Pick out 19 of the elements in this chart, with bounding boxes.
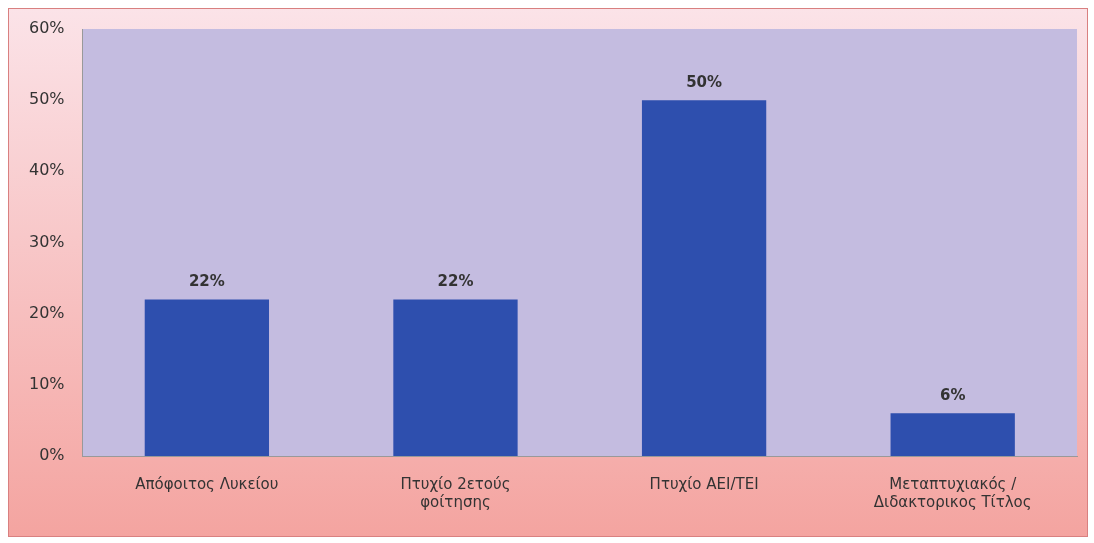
y-tick-label: 10% [29,373,65,393]
y-tick-label: 40% [29,160,65,180]
y-tick-label: 0% [39,445,65,465]
y-tick-label: 50% [29,89,65,109]
bar [144,299,270,456]
bar [641,100,767,456]
x-tick-label: Πτυχίο ΑΕΙ/ΤΕΙ [649,474,759,493]
data-label: 22% [437,271,474,290]
x-tick-label: Πτυχίο 2ετούς φοίτησης [400,474,511,511]
y-tick-label: 30% [29,231,65,251]
y-tick-label: 20% [29,302,65,322]
x-tick-label: Απόφοιτος Λυκείου [135,474,279,493]
bar [890,413,1015,456]
data-label: 6% [939,385,966,404]
bar [393,299,518,456]
data-label: 22% [188,271,225,290]
y-tick-label: 60% [29,18,65,38]
x-tick-label: Μεταπτυχιακός / Διδακτορικος Τίτλος [873,474,1032,511]
data-label: 50% [686,72,723,91]
